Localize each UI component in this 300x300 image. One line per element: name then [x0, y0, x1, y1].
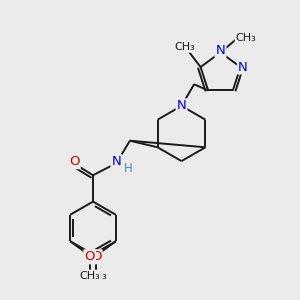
Text: CH₃: CH₃	[174, 42, 195, 52]
Text: CH₃: CH₃	[86, 271, 107, 281]
Text: N: N	[112, 155, 121, 168]
Text: CH₃: CH₃	[236, 33, 256, 43]
Text: N: N	[216, 44, 225, 58]
Text: N: N	[177, 99, 186, 112]
Text: N: N	[238, 61, 248, 74]
Text: H: H	[123, 162, 132, 175]
Text: O: O	[84, 250, 95, 263]
Text: O: O	[91, 250, 102, 263]
Text: CH₃: CH₃	[79, 271, 100, 281]
Text: O: O	[69, 155, 80, 168]
